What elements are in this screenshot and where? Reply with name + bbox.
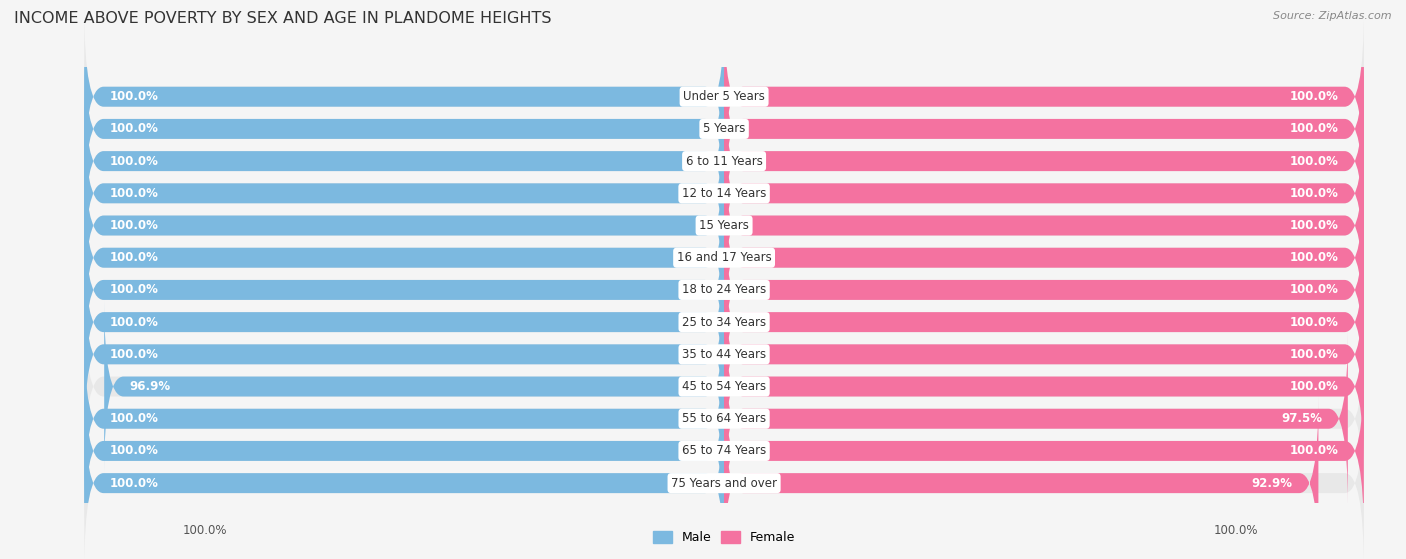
FancyBboxPatch shape bbox=[84, 268, 724, 441]
Legend: Male, Female: Male, Female bbox=[648, 525, 800, 549]
Text: 100.0%: 100.0% bbox=[1289, 187, 1339, 200]
Text: 96.9%: 96.9% bbox=[129, 380, 172, 393]
Text: 100.0%: 100.0% bbox=[1289, 155, 1339, 168]
Text: 100.0%: 100.0% bbox=[110, 348, 159, 361]
FancyBboxPatch shape bbox=[84, 268, 1364, 441]
FancyBboxPatch shape bbox=[724, 332, 1348, 505]
FancyBboxPatch shape bbox=[84, 235, 724, 409]
Text: 100.0%: 100.0% bbox=[1213, 524, 1258, 537]
FancyBboxPatch shape bbox=[84, 74, 1364, 248]
FancyBboxPatch shape bbox=[84, 364, 1364, 538]
Text: 92.9%: 92.9% bbox=[1251, 477, 1292, 490]
Text: 100.0%: 100.0% bbox=[110, 316, 159, 329]
FancyBboxPatch shape bbox=[724, 300, 1364, 473]
Text: INCOME ABOVE POVERTY BY SEX AND AGE IN PLANDOME HEIGHTS: INCOME ABOVE POVERTY BY SEX AND AGE IN P… bbox=[14, 11, 551, 26]
Text: 100.0%: 100.0% bbox=[1289, 380, 1339, 393]
Text: 100.0%: 100.0% bbox=[110, 477, 159, 490]
FancyBboxPatch shape bbox=[84, 107, 1364, 280]
FancyBboxPatch shape bbox=[724, 139, 1364, 312]
FancyBboxPatch shape bbox=[84, 139, 724, 312]
FancyBboxPatch shape bbox=[724, 396, 1319, 559]
FancyBboxPatch shape bbox=[84, 42, 724, 216]
FancyBboxPatch shape bbox=[84, 10, 724, 183]
FancyBboxPatch shape bbox=[84, 300, 1364, 473]
Text: 100.0%: 100.0% bbox=[1289, 316, 1339, 329]
FancyBboxPatch shape bbox=[84, 332, 1364, 505]
FancyBboxPatch shape bbox=[84, 396, 724, 559]
Text: 100.0%: 100.0% bbox=[1289, 90, 1339, 103]
Text: 5 Years: 5 Years bbox=[703, 122, 745, 135]
FancyBboxPatch shape bbox=[84, 171, 724, 344]
FancyBboxPatch shape bbox=[84, 171, 1364, 344]
FancyBboxPatch shape bbox=[84, 139, 1364, 312]
Text: 45 to 54 Years: 45 to 54 Years bbox=[682, 380, 766, 393]
Text: 35 to 44 Years: 35 to 44 Years bbox=[682, 348, 766, 361]
Text: 100.0%: 100.0% bbox=[1289, 122, 1339, 135]
FancyBboxPatch shape bbox=[724, 10, 1364, 183]
Text: 100.0%: 100.0% bbox=[110, 187, 159, 200]
FancyBboxPatch shape bbox=[724, 107, 1364, 280]
FancyBboxPatch shape bbox=[84, 203, 1364, 377]
FancyBboxPatch shape bbox=[84, 203, 724, 377]
FancyBboxPatch shape bbox=[724, 203, 1364, 377]
FancyBboxPatch shape bbox=[84, 10, 1364, 183]
FancyBboxPatch shape bbox=[724, 364, 1364, 538]
FancyBboxPatch shape bbox=[84, 332, 724, 505]
Text: 100.0%: 100.0% bbox=[1289, 283, 1339, 296]
Text: 100.0%: 100.0% bbox=[110, 251, 159, 264]
FancyBboxPatch shape bbox=[724, 171, 1364, 344]
FancyBboxPatch shape bbox=[104, 300, 724, 473]
FancyBboxPatch shape bbox=[84, 107, 724, 280]
Text: 100.0%: 100.0% bbox=[110, 122, 159, 135]
FancyBboxPatch shape bbox=[84, 396, 1364, 559]
Text: 100.0%: 100.0% bbox=[183, 524, 228, 537]
Text: 100.0%: 100.0% bbox=[1289, 219, 1339, 232]
Text: 55 to 64 Years: 55 to 64 Years bbox=[682, 412, 766, 425]
FancyBboxPatch shape bbox=[84, 42, 1364, 216]
FancyBboxPatch shape bbox=[724, 268, 1364, 441]
Text: 15 Years: 15 Years bbox=[699, 219, 749, 232]
Text: Under 5 Years: Under 5 Years bbox=[683, 90, 765, 103]
FancyBboxPatch shape bbox=[84, 235, 1364, 409]
Text: 75 Years and over: 75 Years and over bbox=[671, 477, 778, 490]
Text: 16 and 17 Years: 16 and 17 Years bbox=[676, 251, 772, 264]
FancyBboxPatch shape bbox=[724, 235, 1364, 409]
Text: 97.5%: 97.5% bbox=[1281, 412, 1322, 425]
Text: 6 to 11 Years: 6 to 11 Years bbox=[686, 155, 762, 168]
FancyBboxPatch shape bbox=[724, 74, 1364, 248]
FancyBboxPatch shape bbox=[724, 42, 1364, 216]
Text: 100.0%: 100.0% bbox=[110, 90, 159, 103]
Text: 25 to 34 Years: 25 to 34 Years bbox=[682, 316, 766, 329]
FancyBboxPatch shape bbox=[84, 74, 724, 248]
Text: 100.0%: 100.0% bbox=[110, 444, 159, 457]
Text: Source: ZipAtlas.com: Source: ZipAtlas.com bbox=[1274, 11, 1392, 21]
Text: 100.0%: 100.0% bbox=[110, 155, 159, 168]
Text: 100.0%: 100.0% bbox=[110, 412, 159, 425]
Text: 100.0%: 100.0% bbox=[1289, 348, 1339, 361]
Text: 65 to 74 Years: 65 to 74 Years bbox=[682, 444, 766, 457]
Text: 100.0%: 100.0% bbox=[1289, 251, 1339, 264]
Text: 100.0%: 100.0% bbox=[1289, 444, 1339, 457]
Text: 18 to 24 Years: 18 to 24 Years bbox=[682, 283, 766, 296]
Text: 100.0%: 100.0% bbox=[110, 219, 159, 232]
FancyBboxPatch shape bbox=[84, 364, 724, 538]
Text: 12 to 14 Years: 12 to 14 Years bbox=[682, 187, 766, 200]
Text: 100.0%: 100.0% bbox=[110, 283, 159, 296]
